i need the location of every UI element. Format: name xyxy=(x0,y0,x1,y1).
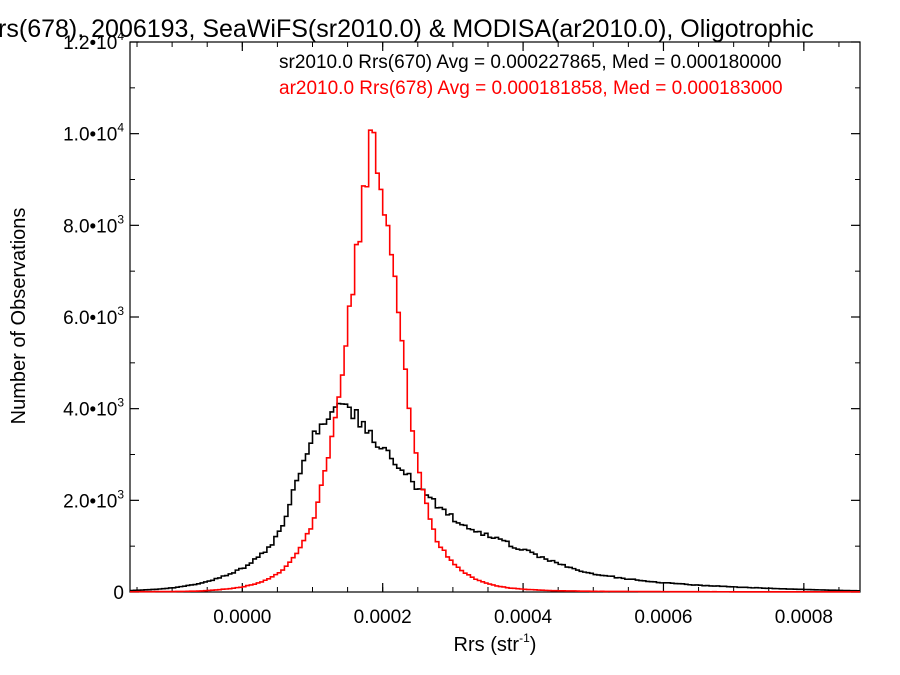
y-tick-label: 0 xyxy=(113,583,124,604)
y-tick-label-main: 1.0•10 xyxy=(63,125,117,146)
x-tick-label: 0.0008 xyxy=(775,607,833,628)
y-tick-label-exponent: 3 xyxy=(117,212,124,226)
y-axis-label: Number of Observations xyxy=(8,208,30,425)
y-tick-label-main: 0 xyxy=(113,583,124,604)
y-tick-label: 1.2•104 xyxy=(63,29,124,54)
y-axis-ticks: 02.0•1034.0•1036.0•1038.0•1031.0•1041.2•… xyxy=(63,29,860,604)
x-axis-label-main: Rrs (str xyxy=(454,634,520,656)
y-tick-label-main: 6.0•10 xyxy=(63,308,117,329)
y-tick-label-main: 4.0•10 xyxy=(63,400,117,421)
y-tick-label: 8.0•103 xyxy=(63,212,124,237)
y-tick-label: 1.0•104 xyxy=(63,121,124,146)
y-tick-label: 2.0•103 xyxy=(63,487,124,512)
y-tick-label-exponent: 3 xyxy=(117,304,124,318)
series-layer xyxy=(130,129,860,593)
y-tick-label-exponent: 4 xyxy=(117,29,124,43)
x-axis-label: Rrs (str-1) xyxy=(454,631,537,656)
x-axis-label-superscript: -1 xyxy=(519,631,530,645)
y-tick-label-main: 8.0•10 xyxy=(63,216,117,237)
legend-entry-1: sr2010.0 Rrs(670) Avg = 0.000227865, Med… xyxy=(279,52,781,73)
x-tick-label: 0.0002 xyxy=(354,607,412,628)
y-tick-label-exponent: 3 xyxy=(117,487,124,501)
series-line-2 xyxy=(130,129,860,593)
legend-entry-2: ar2010.0 Rrs(678) Avg = 0.000181858, Med… xyxy=(279,78,783,99)
y-tick-label: 6.0•103 xyxy=(63,304,124,329)
series-line-1 xyxy=(130,402,860,592)
y-tick-label-main: 2.0•10 xyxy=(63,491,117,512)
x-tick-label: 0.0004 xyxy=(494,607,553,628)
x-tick-label: 0.0006 xyxy=(634,607,692,628)
x-axis-label-close: ) xyxy=(530,634,537,656)
y-tick-label-main: 1.2•10 xyxy=(63,33,117,54)
chart-title: Rrs(678), 2006193, SeaWiFS(sr2010.0) & M… xyxy=(0,15,814,43)
y-tick-label-exponent: 3 xyxy=(117,396,124,410)
x-tick-label: 0.0000 xyxy=(213,607,271,628)
y-tick-label: 4.0•103 xyxy=(63,396,124,421)
x-axis-ticks: 0.0000 0.0002 0.0004 0.0006 0.0008 xyxy=(136,42,840,628)
legend: sr2010.0 Rrs(670) Avg = 0.000227865, Med… xyxy=(279,52,783,99)
plot-area-frame xyxy=(129,41,861,593)
y-tick-label-exponent: 4 xyxy=(117,121,124,135)
